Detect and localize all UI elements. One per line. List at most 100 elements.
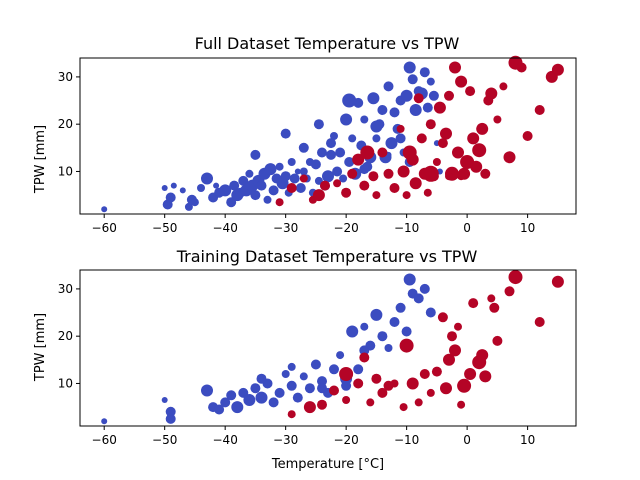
x-tick-label: −50 xyxy=(152,433,177,447)
plot-frame xyxy=(79,57,577,215)
scatter-point xyxy=(422,102,433,113)
scatter-point xyxy=(485,87,498,100)
scatter-point xyxy=(289,173,300,184)
scatter-point xyxy=(280,128,291,139)
scatter-point xyxy=(359,345,370,356)
scatter-point xyxy=(101,206,108,213)
scatter-point xyxy=(402,191,411,200)
scatter-point xyxy=(397,165,410,178)
y-tick-label: 30 xyxy=(58,70,73,84)
scatter-point xyxy=(101,418,108,425)
scatter-point xyxy=(226,390,237,401)
scatter-point xyxy=(433,101,446,114)
scatter-point xyxy=(346,325,359,338)
scatter-point xyxy=(326,138,336,149)
scatter-point xyxy=(406,153,419,166)
scatter-point xyxy=(472,143,487,158)
x-tick-label: −30 xyxy=(273,221,298,235)
scatter-point xyxy=(342,93,357,108)
scatter-point xyxy=(295,183,306,193)
scatter-point xyxy=(304,383,315,394)
scatter-point xyxy=(255,391,268,404)
scatter-point xyxy=(508,270,523,285)
scatter-point xyxy=(447,331,457,342)
x-tick-label: −30 xyxy=(273,433,298,447)
scatter-point xyxy=(428,90,439,101)
scatter-point xyxy=(359,352,370,363)
scatter-point xyxy=(303,401,316,414)
scatter-point xyxy=(299,372,308,381)
scatter-point xyxy=(371,373,382,384)
scatter-point xyxy=(264,163,277,176)
scatter-point xyxy=(389,107,400,118)
scatter-point xyxy=(179,187,186,194)
x-tick-label: 0 xyxy=(463,433,471,447)
scatter-point xyxy=(409,177,422,190)
scatter-point xyxy=(347,168,358,179)
scatter-point xyxy=(287,158,296,166)
scatter-point xyxy=(326,149,336,160)
scatter-point xyxy=(534,317,545,327)
scatter-point xyxy=(377,147,388,158)
scatter-point xyxy=(425,119,436,130)
scatter-point xyxy=(322,170,334,183)
scatter-point xyxy=(416,133,427,144)
x-tick-label: −40 xyxy=(213,221,238,235)
scatter-point xyxy=(403,61,416,74)
scatter-point xyxy=(368,171,379,182)
plot-frame xyxy=(79,269,577,427)
scatter-point xyxy=(396,124,405,133)
scatter-points xyxy=(101,270,564,425)
scatter-point xyxy=(352,153,365,166)
scatter-point xyxy=(390,379,399,388)
scatter-point xyxy=(487,294,496,303)
scatter-point xyxy=(389,317,400,327)
scatter-point xyxy=(317,399,327,410)
scatter-point xyxy=(401,326,412,337)
scatter-point xyxy=(407,74,418,85)
x-tick-label: −10 xyxy=(394,433,419,447)
scatter-point xyxy=(317,376,327,387)
scatter-point xyxy=(320,180,330,191)
y-tick-label: 10 xyxy=(58,164,73,178)
scatter-point xyxy=(360,322,369,331)
scatter-point xyxy=(372,134,381,143)
scatter-point xyxy=(383,168,394,179)
scatter-point xyxy=(422,165,439,182)
scatter-point xyxy=(360,145,375,160)
scatter-point xyxy=(294,168,301,175)
scatter-point xyxy=(340,113,353,126)
scatter-point xyxy=(419,369,430,379)
scatter-point xyxy=(476,122,489,135)
x-axis-label: Temperature [°C] xyxy=(271,457,384,472)
scatter-point xyxy=(280,171,291,182)
scatter-point xyxy=(492,335,503,346)
scatter-point xyxy=(425,307,436,318)
scatter-points xyxy=(101,55,564,213)
scatter-point xyxy=(245,169,254,178)
scatter-point xyxy=(400,89,413,102)
scatter-point xyxy=(414,398,423,407)
scatter-point xyxy=(437,312,448,323)
x-tick-label: −60 xyxy=(92,221,117,235)
scatter-point xyxy=(312,189,325,202)
scatter-point xyxy=(457,378,472,393)
scatter-point xyxy=(298,142,309,153)
scatter-point xyxy=(229,180,240,191)
scatter-point xyxy=(470,160,483,173)
scatter-point xyxy=(238,175,249,186)
scatter-point xyxy=(370,308,383,321)
scatter-point xyxy=(493,115,502,124)
chart-title: Full Dataset Temperature vs TPW xyxy=(195,34,460,53)
scatter-point xyxy=(286,380,297,391)
axes: −60 −50 −40 −30 −20 −10 0 10 10 20 30 xyxy=(58,282,536,447)
scatter-point xyxy=(190,198,199,207)
scatter-point xyxy=(419,283,430,294)
scatter-point xyxy=(454,322,462,331)
scatter-point xyxy=(516,62,527,73)
scatter-point xyxy=(389,183,400,193)
scatter-point xyxy=(426,77,435,86)
scatter-point xyxy=(341,187,352,198)
scatter-point xyxy=(197,184,205,192)
